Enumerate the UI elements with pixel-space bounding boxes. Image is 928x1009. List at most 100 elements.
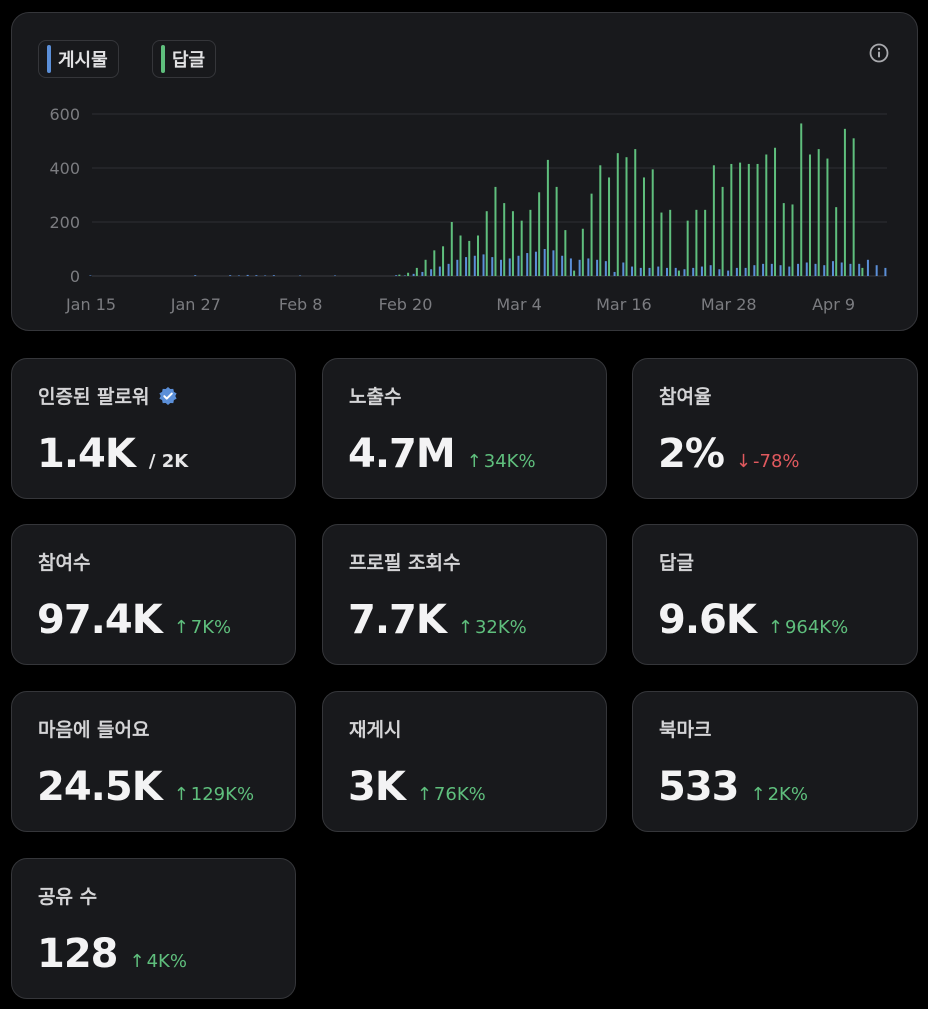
bar-posts[interactable] — [665, 267, 668, 276]
bar-posts[interactable] — [500, 259, 503, 276]
bar-replies[interactable] — [774, 147, 777, 276]
bar-posts[interactable] — [421, 271, 424, 276]
bar-replies[interactable] — [765, 154, 768, 277]
bar-replies[interactable] — [442, 246, 445, 276]
bar-posts[interactable] — [543, 249, 546, 276]
bar-posts[interactable] — [674, 267, 677, 276]
bar-posts[interactable] — [840, 262, 843, 277]
bar-posts[interactable] — [604, 261, 607, 276]
bar-posts[interactable] — [805, 262, 808, 277]
bar-posts[interactable] — [814, 263, 817, 276]
bar-replies[interactable] — [450, 222, 453, 276]
bar-replies[interactable] — [800, 123, 803, 276]
bar-posts[interactable] — [482, 254, 485, 276]
bar-replies[interactable] — [721, 186, 724, 276]
bar-posts[interactable] — [194, 275, 197, 276]
bar-posts[interactable] — [89, 275, 92, 276]
bar-posts[interactable] — [587, 258, 590, 276]
bar-posts[interactable] — [849, 263, 852, 276]
bar-replies[interactable] — [468, 240, 471, 276]
bar-posts[interactable] — [561, 255, 564, 276]
bar-replies[interactable] — [782, 203, 785, 276]
bar-replies[interactable] — [573, 270, 576, 276]
bar-replies[interactable] — [756, 163, 759, 276]
bar-replies[interactable] — [555, 186, 558, 276]
bar-posts[interactable] — [255, 275, 258, 276]
bar-replies[interactable] — [538, 192, 541, 276]
bar-posts[interactable] — [456, 259, 459, 276]
bar-replies[interactable] — [852, 138, 855, 276]
bar-posts[interactable] — [237, 275, 240, 276]
bar-replies[interactable] — [459, 235, 462, 277]
bar-replies[interactable] — [747, 163, 750, 276]
bar-posts[interactable] — [797, 263, 800, 276]
bar-posts[interactable] — [683, 269, 686, 276]
bar-posts[interactable] — [858, 263, 861, 276]
bar-posts[interactable] — [403, 275, 406, 276]
bar-replies[interactable] — [686, 220, 689, 276]
bar-posts[interactable] — [430, 269, 433, 276]
bar-replies[interactable] — [476, 235, 479, 277]
bar-posts[interactable] — [823, 265, 826, 276]
bar-posts[interactable] — [657, 266, 660, 276]
bar-posts[interactable] — [272, 275, 275, 276]
bar-replies[interactable] — [407, 272, 410, 276]
bar-posts[interactable] — [700, 266, 703, 276]
bar-posts[interactable] — [613, 271, 616, 276]
bar-replies[interactable] — [590, 193, 593, 276]
bar-replies[interactable] — [616, 153, 619, 276]
bar-posts[interactable] — [884, 267, 887, 276]
info-icon[interactable] — [869, 43, 889, 63]
legend-replies-toggle[interactable]: 답글 — [152, 40, 217, 78]
bar-replies[interactable] — [704, 209, 707, 276]
bar-replies[interactable] — [791, 204, 794, 276]
bar-posts[interactable] — [735, 267, 738, 276]
bar-replies[interactable] — [511, 211, 514, 276]
bar-replies[interactable] — [677, 270, 680, 276]
bar-replies[interactable] — [843, 128, 846, 276]
bar-posts[interactable] — [753, 265, 756, 276]
bar-replies[interactable] — [712, 165, 715, 276]
bar-posts[interactable] — [552, 250, 555, 276]
bar-posts[interactable] — [709, 265, 712, 276]
bar-posts[interactable] — [631, 266, 634, 276]
bar-replies[interactable] — [808, 154, 811, 277]
bar-posts[interactable] — [299, 275, 302, 276]
bar-posts[interactable] — [788, 266, 791, 276]
bar-posts[interactable] — [534, 251, 537, 276]
bar-replies[interactable] — [651, 169, 654, 276]
bar-posts[interactable] — [395, 275, 398, 276]
bar-posts[interactable] — [465, 257, 468, 276]
bar-replies[interactable] — [398, 274, 401, 276]
bar-replies[interactable] — [494, 186, 497, 276]
bar-posts[interactable] — [639, 267, 642, 276]
bar-replies[interactable] — [817, 149, 820, 276]
bar-posts[interactable] — [762, 263, 765, 276]
bar-posts[interactable] — [744, 267, 747, 276]
bar-replies[interactable] — [599, 165, 602, 276]
bar-replies[interactable] — [485, 211, 488, 276]
bar-replies[interactable] — [826, 158, 829, 276]
bar-replies[interactable] — [529, 209, 532, 276]
bar-posts[interactable] — [569, 258, 572, 276]
bar-posts[interactable] — [718, 269, 721, 276]
bar-replies[interactable] — [433, 250, 436, 276]
bar-posts[interactable] — [770, 263, 773, 276]
bar-posts[interactable] — [648, 267, 651, 276]
bar-replies[interactable] — [695, 209, 698, 276]
bar-replies[interactable] — [835, 207, 838, 276]
bar-replies[interactable] — [520, 220, 523, 276]
bar-replies[interactable] — [730, 163, 733, 276]
bar-replies[interactable] — [546, 159, 549, 276]
bar-posts[interactable] — [622, 262, 625, 277]
bar-posts[interactable] — [246, 274, 249, 276]
bar-posts[interactable] — [334, 275, 337, 276]
bar-replies[interactable] — [564, 230, 567, 276]
bar-posts[interactable] — [578, 259, 581, 276]
bar-posts[interactable] — [875, 265, 878, 276]
bar-replies[interactable] — [415, 267, 418, 276]
bar-posts[interactable] — [866, 259, 869, 276]
bar-posts[interactable] — [438, 266, 441, 276]
bar-posts[interactable] — [831, 261, 834, 276]
bar-posts[interactable] — [779, 265, 782, 276]
